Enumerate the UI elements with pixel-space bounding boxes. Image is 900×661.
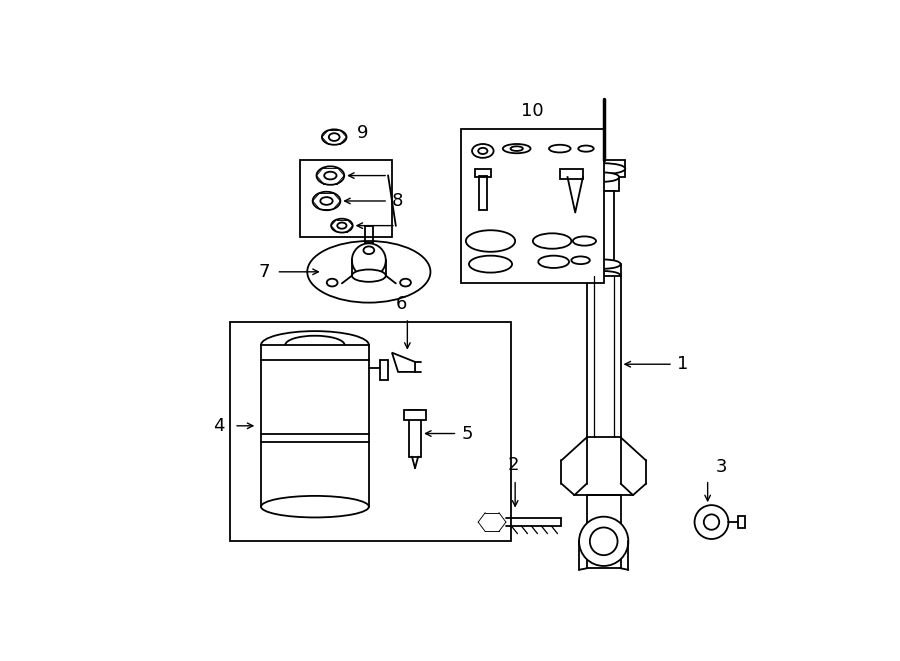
Text: 2: 2 <box>508 456 519 475</box>
Ellipse shape <box>572 256 590 264</box>
Ellipse shape <box>549 145 571 153</box>
Ellipse shape <box>589 173 619 182</box>
Ellipse shape <box>352 270 386 282</box>
Ellipse shape <box>478 512 506 533</box>
Ellipse shape <box>503 144 531 153</box>
Ellipse shape <box>472 144 493 158</box>
Ellipse shape <box>352 243 386 277</box>
Bar <box>587 264 621 276</box>
Ellipse shape <box>587 260 621 269</box>
Bar <box>261 345 369 360</box>
Ellipse shape <box>579 517 628 566</box>
Ellipse shape <box>582 163 626 174</box>
Ellipse shape <box>261 331 369 359</box>
Ellipse shape <box>327 279 338 286</box>
Ellipse shape <box>285 336 345 354</box>
Ellipse shape <box>331 219 353 233</box>
Bar <box>587 495 621 568</box>
Ellipse shape <box>400 279 411 286</box>
Text: 3: 3 <box>716 458 727 476</box>
Ellipse shape <box>590 527 617 555</box>
Bar <box>404 410 426 420</box>
Text: 5: 5 <box>461 424 472 442</box>
Ellipse shape <box>324 172 337 179</box>
Bar <box>582 160 626 177</box>
Bar <box>409 410 421 457</box>
Text: 7: 7 <box>259 263 270 281</box>
Text: 6: 6 <box>395 295 407 313</box>
Ellipse shape <box>328 134 339 141</box>
Ellipse shape <box>478 148 488 154</box>
Bar <box>230 322 511 541</box>
Ellipse shape <box>317 167 344 185</box>
Text: 8: 8 <box>392 192 403 210</box>
Ellipse shape <box>469 256 512 272</box>
Ellipse shape <box>510 146 523 151</box>
Text: 9: 9 <box>357 124 369 142</box>
Bar <box>738 516 744 528</box>
Ellipse shape <box>533 233 572 249</box>
Text: 1: 1 <box>677 355 688 373</box>
Ellipse shape <box>587 271 621 280</box>
Polygon shape <box>392 353 415 372</box>
Ellipse shape <box>322 130 346 145</box>
Bar <box>560 169 583 178</box>
Bar <box>300 160 392 237</box>
Ellipse shape <box>307 241 430 303</box>
Bar <box>475 169 491 177</box>
Ellipse shape <box>695 505 728 539</box>
Bar <box>589 177 619 191</box>
Ellipse shape <box>466 230 515 252</box>
Text: 10: 10 <box>521 102 544 120</box>
Ellipse shape <box>312 192 340 210</box>
Ellipse shape <box>320 197 333 205</box>
Bar <box>587 276 621 438</box>
Bar <box>461 130 604 284</box>
Ellipse shape <box>573 237 596 246</box>
Ellipse shape <box>538 256 569 268</box>
Ellipse shape <box>261 496 369 518</box>
Bar <box>594 191 614 264</box>
Text: 4: 4 <box>212 417 224 435</box>
Ellipse shape <box>364 247 374 254</box>
Ellipse shape <box>338 223 346 229</box>
Ellipse shape <box>704 514 719 529</box>
Ellipse shape <box>579 145 594 152</box>
